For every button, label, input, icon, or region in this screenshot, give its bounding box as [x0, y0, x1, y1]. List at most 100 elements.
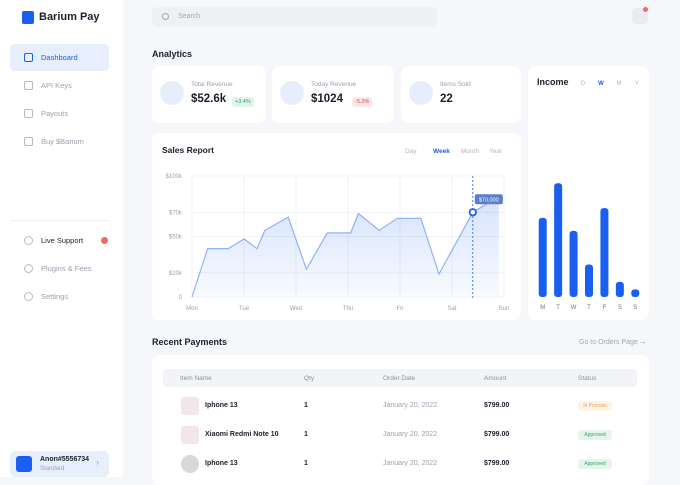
status-badge: Approved: [578, 459, 612, 469]
brand: Barium Pay: [39, 11, 100, 23]
x-tick-label: S: [633, 305, 637, 311]
tab[interactable]: Year: [489, 148, 503, 155]
x-tick-label: Wed: [290, 306, 302, 312]
column-header: Amount: [484, 375, 507, 382]
bar: [585, 264, 593, 297]
order-date: January 20, 2022: [383, 431, 438, 438]
bar: [569, 230, 578, 297]
nav-icon: [24, 292, 33, 301]
qty: 1: [304, 402, 308, 409]
stat-label: Total Revenue: [191, 81, 233, 88]
arrow: →: [638, 336, 647, 346]
tab[interactable]: Month: [461, 148, 479, 155]
x-tick-label: Fri: [397, 306, 404, 312]
nav-label: Plugins & Fees: [41, 264, 92, 273]
nav-label: Settings: [41, 292, 69, 301]
sales-line: [191, 196, 500, 298]
amount: $799.00: [484, 460, 510, 467]
search-box[interactable]: [152, 7, 437, 27]
nav-label: Buy $Barium: [41, 137, 84, 146]
tab[interactable]: D: [581, 81, 586, 87]
section-title: Analytics: [152, 49, 193, 59]
nav-icon: [24, 264, 33, 273]
x-tick-label: W: [571, 305, 577, 311]
tab[interactable]: M: [617, 81, 622, 87]
order-date: January 20, 2022: [383, 460, 438, 467]
product-image: [181, 397, 199, 415]
x-tick-label: Sat: [447, 306, 456, 312]
stat-value: 22: [440, 93, 453, 105]
stat-value: $1024: [311, 93, 343, 105]
item-name: Xiaomi Redmi Note 10: [205, 431, 279, 438]
bar: [631, 289, 640, 297]
stat-label: Today Revenue: [311, 81, 357, 88]
nav-icon: [24, 236, 33, 245]
profile-avatar[interactable]: [632, 8, 648, 24]
x-tick-label: T: [587, 305, 591, 311]
nav-label: Dashboard: [41, 53, 78, 62]
qty: 1: [304, 460, 308, 467]
qty: 1: [304, 431, 308, 438]
table-header: [163, 369, 637, 387]
stat-icon: [409, 81, 433, 105]
y-tick-label: $50k: [169, 235, 183, 241]
nav-item[interactable]: [10, 44, 109, 71]
nav-icon: [24, 109, 33, 118]
product-image: [181, 426, 199, 444]
amount: $799.00: [484, 402, 510, 409]
column-header: Order Date: [383, 375, 416, 382]
tab[interactable]: Day: [405, 148, 417, 155]
y-tick-label: $20k: [169, 271, 183, 277]
bar: [615, 281, 624, 297]
user-name: Anon#5556734: [40, 456, 90, 463]
status-dot: [101, 237, 108, 244]
x-tick-label: S: [618, 305, 622, 311]
y-tick-label: $70k: [169, 210, 183, 216]
nav-icon: [24, 137, 33, 146]
tab[interactable]: Week: [433, 148, 450, 155]
section-title: Recent Payments: [152, 337, 228, 347]
stat-change: -5.3%: [352, 97, 373, 107]
nav-label: Payouts: [41, 109, 69, 118]
item-name: Iphone 13: [205, 460, 238, 467]
column-header: Item Name: [180, 375, 212, 382]
nav-label: API Keys: [41, 81, 72, 90]
order-date: January 20, 2022: [383, 402, 438, 409]
stat-icon: [160, 81, 184, 105]
x-tick-label: Tue: [239, 306, 250, 312]
notification-dot: [643, 7, 648, 12]
chart-title: Sales Report: [162, 145, 214, 155]
logo: [22, 11, 34, 24]
tab[interactable]: Y: [635, 81, 639, 87]
status-badge: Approved: [578, 430, 612, 440]
bar: [554, 183, 563, 297]
stat-change: +3.4%: [232, 97, 254, 107]
x-tick-label: Sun: [499, 306, 510, 312]
chevron: ›: [96, 457, 99, 467]
nav-icon: [24, 53, 33, 62]
search-icon: [162, 13, 169, 20]
highlight-point: [468, 208, 477, 217]
nav-icon: [24, 81, 33, 90]
orders-link[interactable]: Go to Orders Page: [579, 339, 638, 346]
column-header: Status: [578, 375, 597, 382]
y-tick-label: 0: [179, 295, 183, 301]
status-badge: In Process: [578, 401, 612, 411]
x-tick-label: M: [540, 305, 545, 311]
stat-label: Items Sold: [440, 81, 471, 88]
item-name: Iphone 13: [205, 402, 238, 409]
tab[interactable]: W: [598, 81, 604, 87]
sales-area: [192, 196, 499, 297]
stat-icon: [280, 81, 304, 105]
divider: [10, 220, 109, 221]
amount: $799.00: [484, 431, 510, 438]
user-avatar: [16, 456, 32, 472]
search-placeholder: Search: [178, 13, 201, 20]
chart-title: Income: [537, 77, 569, 87]
x-tick-label: F: [603, 305, 607, 311]
product-image: [181, 455, 199, 473]
tooltip-label: $70,000: [479, 197, 499, 203]
stat-value: $52.6k: [191, 93, 227, 105]
